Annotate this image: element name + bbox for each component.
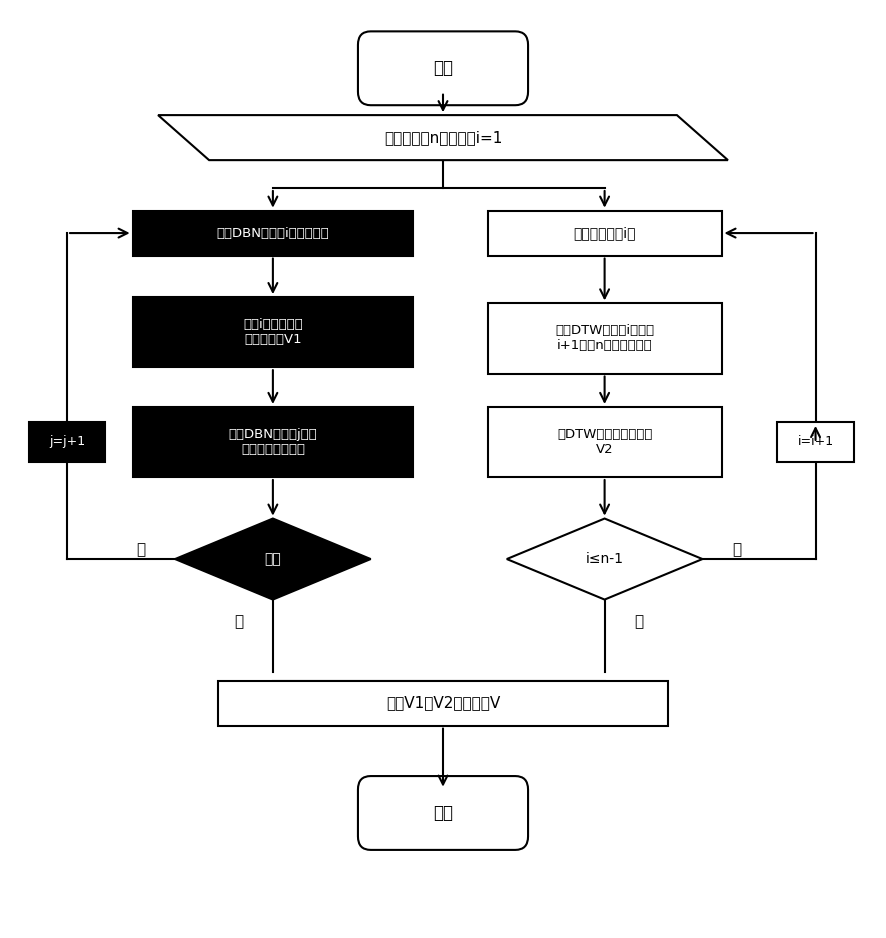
Bar bbox=[28, 422, 105, 461]
Polygon shape bbox=[175, 519, 370, 599]
FancyBboxPatch shape bbox=[358, 31, 528, 105]
Bar bbox=[487, 210, 721, 255]
Text: i=i+1: i=i+1 bbox=[797, 435, 834, 448]
Text: 合并V1与V2得到向量V: 合并V1与V2得到向量V bbox=[386, 696, 500, 711]
Text: 将第i个参数特征
添加到向量V1: 将第i个参数特征 添加到向量V1 bbox=[243, 318, 303, 346]
Bar bbox=[133, 210, 413, 255]
Text: i≤n-1: i≤n-1 bbox=[586, 552, 624, 566]
Text: 选择矩阵的第i行: 选择矩阵的第i行 bbox=[573, 226, 636, 240]
Text: 结束: 结束 bbox=[265, 552, 281, 566]
Text: 利用DTW计算第i行与第
i+1到第n行之间的距离: 利用DTW计算第i行与第 i+1到第n行之间的距离 bbox=[555, 325, 654, 353]
Bar bbox=[133, 407, 413, 477]
Text: 是: 是 bbox=[136, 542, 145, 557]
Bar bbox=[487, 407, 721, 477]
Bar bbox=[777, 422, 854, 461]
Polygon shape bbox=[507, 519, 703, 599]
Text: 是: 是 bbox=[732, 542, 741, 557]
Text: 开始: 开始 bbox=[433, 59, 453, 77]
FancyBboxPatch shape bbox=[358, 776, 528, 850]
Text: 否: 否 bbox=[234, 614, 244, 629]
Polygon shape bbox=[158, 115, 728, 160]
Text: 利用DBN提取第j个参
数特征添加到矩阵: 利用DBN提取第j个参 数特征添加到矩阵 bbox=[229, 428, 317, 456]
Text: 否: 否 bbox=[634, 614, 643, 629]
Text: 样本矩阵，n个参数，i=1: 样本矩阵，n个参数，i=1 bbox=[384, 130, 502, 145]
Bar bbox=[487, 303, 721, 373]
Text: j=j+1: j=j+1 bbox=[49, 435, 85, 448]
Bar bbox=[133, 297, 413, 368]
Text: 结束: 结束 bbox=[433, 804, 453, 822]
Text: 利用DBN提取第i个参数特征: 利用DBN提取第i个参数特征 bbox=[216, 227, 330, 239]
Text: 将DTW距离添加到向量
V2: 将DTW距离添加到向量 V2 bbox=[557, 428, 652, 456]
Bar bbox=[218, 681, 668, 726]
